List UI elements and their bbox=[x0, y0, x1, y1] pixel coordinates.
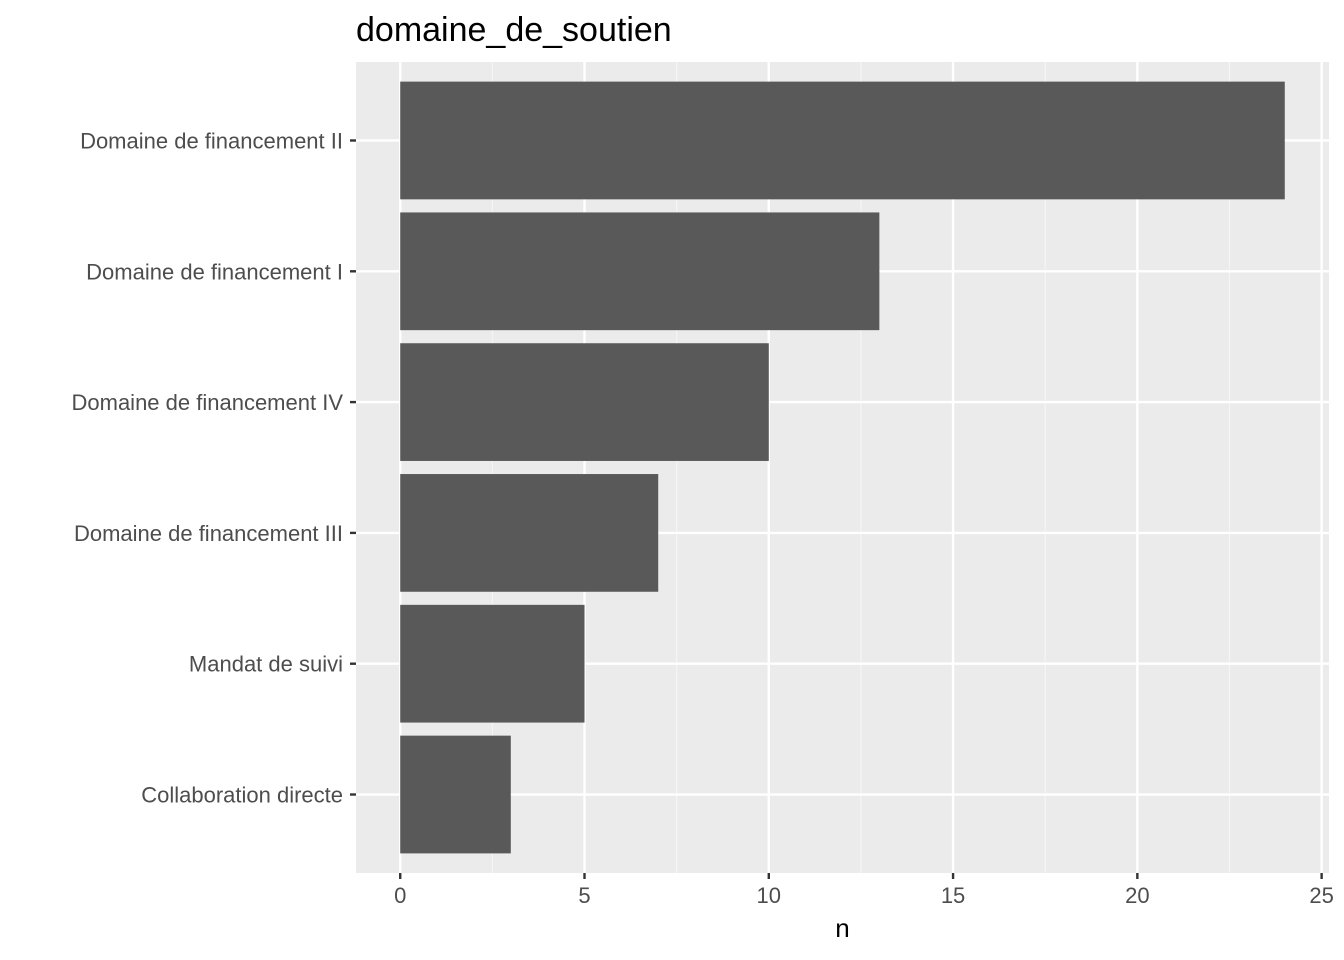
y-tick-label: Domaine de financement IV bbox=[72, 390, 344, 415]
x-axis: 0 5 10 15 20 25 bbox=[394, 873, 1334, 908]
x-axis-title: n bbox=[835, 913, 849, 943]
y-tick-label: Collaboration directe bbox=[141, 783, 343, 808]
bar bbox=[400, 735, 511, 854]
bars bbox=[400, 81, 1285, 854]
chart-title: domaine_de_soutien bbox=[356, 11, 672, 49]
bar bbox=[400, 81, 1285, 200]
bar bbox=[400, 474, 659, 592]
y-tick-label: Domaine de financement III bbox=[74, 521, 343, 546]
y-tick-label: Domaine de financement I bbox=[86, 259, 343, 284]
x-tick-label: 25 bbox=[1309, 883, 1333, 908]
bar bbox=[400, 604, 585, 723]
x-tick-label: 0 bbox=[394, 883, 406, 908]
bar bbox=[400, 212, 880, 331]
y-axis: Domaine de financement II Domaine de fina… bbox=[72, 128, 356, 808]
bar bbox=[400, 343, 769, 461]
y-tick-label: Mandat de suivi bbox=[189, 652, 343, 677]
x-tick-label: 10 bbox=[757, 883, 781, 908]
x-tick-label: 20 bbox=[1125, 883, 1149, 908]
x-tick-label: 15 bbox=[941, 883, 965, 908]
x-tick-label: 5 bbox=[578, 883, 590, 908]
y-tick-label: Domaine de financement II bbox=[80, 128, 343, 153]
